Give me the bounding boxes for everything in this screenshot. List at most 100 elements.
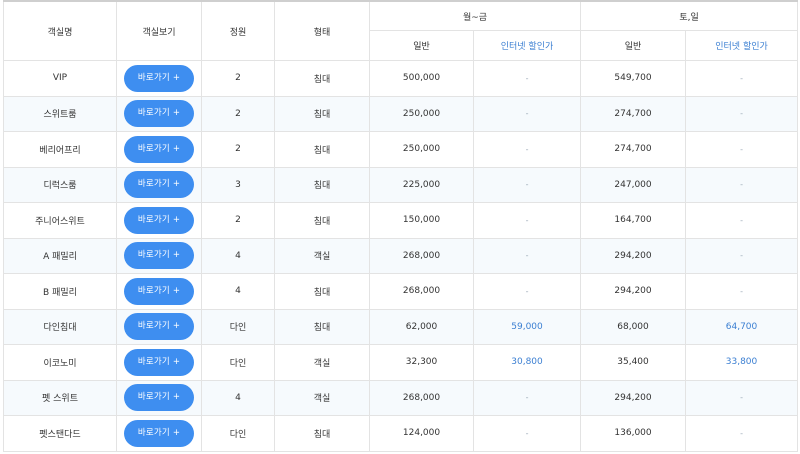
weekday-internet-price-cell: - [472,415,582,452]
weekday-regular-price-cell: 268,000 [369,273,474,310]
weekend-internet-price-cell: - [685,415,799,452]
weekday-regular-price-cell: 268,000 [369,379,474,416]
weekend-regular-price-cell: 294,200 [580,379,687,416]
room-view-cell: 바로가기 + [116,60,202,97]
weekday-internet-price-cell: 30,800 [472,344,582,381]
weekday-internet-price-cell: - [472,379,582,416]
weekend-internet-price-cell: - [685,237,799,274]
table-row: 스위트룸 바로가기 +2 침대 250,000-274,700- [3,95,799,132]
weekend-regular-price-cell: 274,700 [580,95,687,132]
header-row-2: 일반 인터넷 할인가 일반 인터넷 할인가 [4,30,799,61]
room-name-cell: 스위트룸 [3,95,117,132]
weekend-regular-price-cell: 35,400 [580,344,687,381]
capacity-cell: 2 [201,60,275,97]
col-header-capacity: 정원 [201,0,275,61]
weekday-internet-price-cell: 59,000 [472,308,582,345]
weekday-internet-price-cell: - [472,273,582,310]
room-view-cell: 바로가기 + [116,415,202,452]
room-view-cell: 바로가기 + [116,237,202,274]
weekend-regular-price-cell: 247,000 [580,166,687,203]
go-to-room-button[interactable]: 바로가기 + [124,419,194,447]
weekday-internet-price-cell: - [472,202,582,239]
weekday-regular-price-cell: 150,000 [369,202,474,239]
header-row-1: 객실명 객실보기 정원 형태 월~금 토,일 [3,0,799,61]
weekend-internet-price-cell: - [685,131,799,168]
go-to-room-button[interactable]: 바로가기 + [124,384,194,412]
weekend-internet-price-cell: 33,800 [685,344,799,381]
weekend-internet-price-cell: - [685,273,799,310]
weekday-internet-price-cell: - [472,237,582,274]
go-to-room-button[interactable]: 바로가기 + [124,100,194,128]
go-to-room-button[interactable]: 바로가기 + [124,313,194,341]
table-row: 펫스탠다드 바로가기 + 다인 침대 124,000-136,000- [3,415,799,452]
room-name-cell: B 패밀리 [3,273,117,310]
room-type-cell: 침대 [274,95,370,132]
room-type-cell: 침대 [274,131,370,168]
weekday-regular-price-cell: 268,000 [369,237,474,274]
col-header-room-view: 객실보기 [116,0,202,61]
go-to-room-button[interactable]: 바로가기 + [124,171,194,199]
capacity-cell: 다인 [201,308,275,345]
room-view-cell: 바로가기 + [116,273,202,310]
capacity-cell: 4 [201,379,275,416]
room-type-cell: 객실 [274,344,370,381]
col-header-weekend-internet: 인터넷 할인가 [685,30,799,61]
weekend-regular-price-cell: 68,000 [580,308,687,345]
room-type-cell: 객실 [274,379,370,416]
room-name-cell: 디럭스룸 [3,166,117,203]
col-header-weekday-regular: 일반 [369,30,474,61]
weekend-internet-price-cell: - [685,60,799,97]
table-row: 주니어스위트 바로가기 +2 침대 150,000-164,700- [3,202,799,239]
weekday-regular-price-cell: 225,000 [369,166,474,203]
table-row: 이코노미 바로가기 + 다인 객실 32,300 30,800 35,400 33,800 [3,344,799,381]
room-view-cell: 바로가기 + [116,131,202,168]
table-body: VIP 바로가기 +2 침대 500,000-549,700- 스위트룸 바로가기 +2 침… [3,60,799,452]
room-view-cell: 바로가기 + [116,379,202,416]
col-header-weekday-internet: 인터넷 할인가 [472,30,582,61]
capacity-cell: 2 [201,202,275,239]
weekend-regular-price-cell: 274,700 [580,131,687,168]
room-view-cell: 바로가기 + [116,166,202,203]
room-name-cell: A 패밀리 [3,237,117,274]
weekend-internet-price-cell: - [685,202,799,239]
weekend-internet-price-cell: - [685,379,799,416]
go-to-room-button[interactable]: 바로가기 + [124,64,194,92]
weekday-internet-price-cell: - [472,60,582,97]
room-type-cell: 침대 [274,308,370,345]
room-view-cell: 바로가기 + [116,202,202,239]
go-to-room-button[interactable]: 바로가기 + [124,135,194,163]
table-row: A 패밀리 바로가기 +4 객실 268,000-294,200- [3,237,799,274]
table-row: B 패밀리 바로가기 +4 침대 268,000-294,200- [3,273,799,310]
table-header: 객실명 객실보기 정원 형태 월~금 토,일 일반 인터넷 할인가 일반 인터넷… [3,0,799,61]
go-to-room-button[interactable]: 바로가기 + [124,206,194,234]
weekday-internet-price-cell: - [472,131,582,168]
go-to-room-button[interactable]: 바로가기 + [124,242,194,270]
go-to-room-button[interactable]: 바로가기 + [124,277,194,305]
weekend-regular-price-cell: 294,200 [580,237,687,274]
weekday-regular-price-cell: 250,000 [369,95,474,132]
weekday-regular-price-cell: 124,000 [369,415,474,452]
room-type-cell: 침대 [274,273,370,310]
table-row: 디럭스룸 바로가기 +3 침대 225,000-247,000- [3,166,799,203]
capacity-cell: 2 [201,95,275,132]
weekend-internet-price-cell: - [685,166,799,203]
table-row: VIP 바로가기 +2 침대 500,000-549,700- [3,60,799,97]
col-header-weekday: 월~금 [368,0,582,31]
table-row: 다인침대 바로가기 + 다인 침대 62,000 59,000 68,000 64,700 [3,308,799,345]
weekend-regular-price-cell: 294,200 [580,273,687,310]
weekend-regular-price-cell: 164,700 [580,202,687,239]
col-header-type: 형태 [274,0,370,61]
rates-table-container: 객실명 객실보기 정원 형태 월~금 토,일 일반 인터넷 할인가 일반 인터넷… [3,0,799,452]
go-to-room-button[interactable]: 바로가기 + [124,348,194,376]
room-view-cell: 바로가기 + [116,95,202,132]
col-header-weekend-regular: 일반 [580,30,687,61]
weekday-regular-price-cell: 62,000 [369,308,474,345]
weekday-regular-price-cell: 250,000 [369,131,474,168]
room-type-cell: 침대 [274,166,370,203]
room-name-cell: 펫스탠다드 [3,415,117,452]
room-view-cell: 바로가기 + [116,344,202,381]
capacity-cell: 4 [201,237,275,274]
room-view-cell: 바로가기 + [116,308,202,345]
table-row: 베리어프리 바로가기 +2 침대 250,000-274,700- [3,131,799,168]
room-name-cell: 베리어프리 [3,131,117,168]
